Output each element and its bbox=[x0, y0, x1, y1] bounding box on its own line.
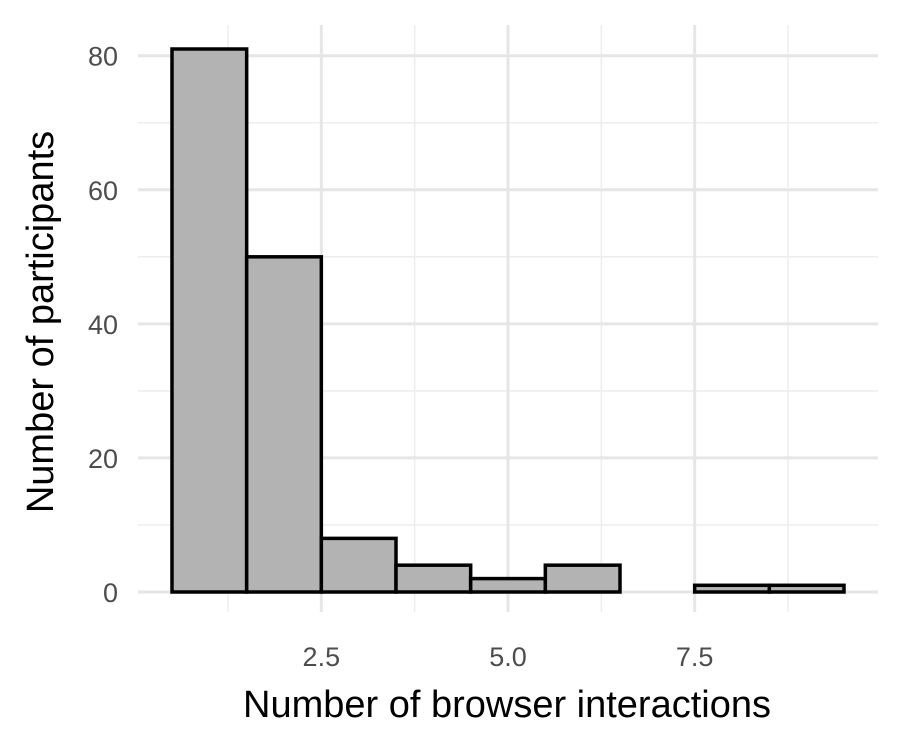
y-tick-label: 0 bbox=[103, 578, 118, 608]
x-axis-title: Number of browser interactions bbox=[243, 684, 771, 726]
y-tick-label: 60 bbox=[88, 176, 118, 206]
x-tick-label: 2.5 bbox=[303, 642, 341, 672]
bars bbox=[170, 47, 846, 594]
histogram-bar bbox=[170, 47, 249, 594]
y-axis-title: Number of participants bbox=[20, 131, 62, 513]
y-tick-label: 80 bbox=[88, 42, 118, 72]
y-tick-label: 40 bbox=[88, 310, 118, 340]
y-tick-label: 20 bbox=[88, 444, 118, 474]
x-tick-label: 7.5 bbox=[676, 642, 714, 672]
histogram-bar bbox=[767, 583, 846, 594]
histogram-bar bbox=[692, 583, 772, 594]
x-axis-ticks: 2.5 5.0 7.5 bbox=[303, 642, 714, 672]
x-tick-label: 5.0 bbox=[489, 642, 527, 672]
histogram-bar bbox=[319, 536, 398, 594]
histogram-bar bbox=[244, 255, 324, 594]
histogram-bar bbox=[394, 563, 473, 594]
y-axis-ticks: 0 20 40 60 80 bbox=[88, 42, 118, 608]
histogram-bar bbox=[468, 576, 548, 594]
histogram-bar bbox=[543, 563, 622, 594]
